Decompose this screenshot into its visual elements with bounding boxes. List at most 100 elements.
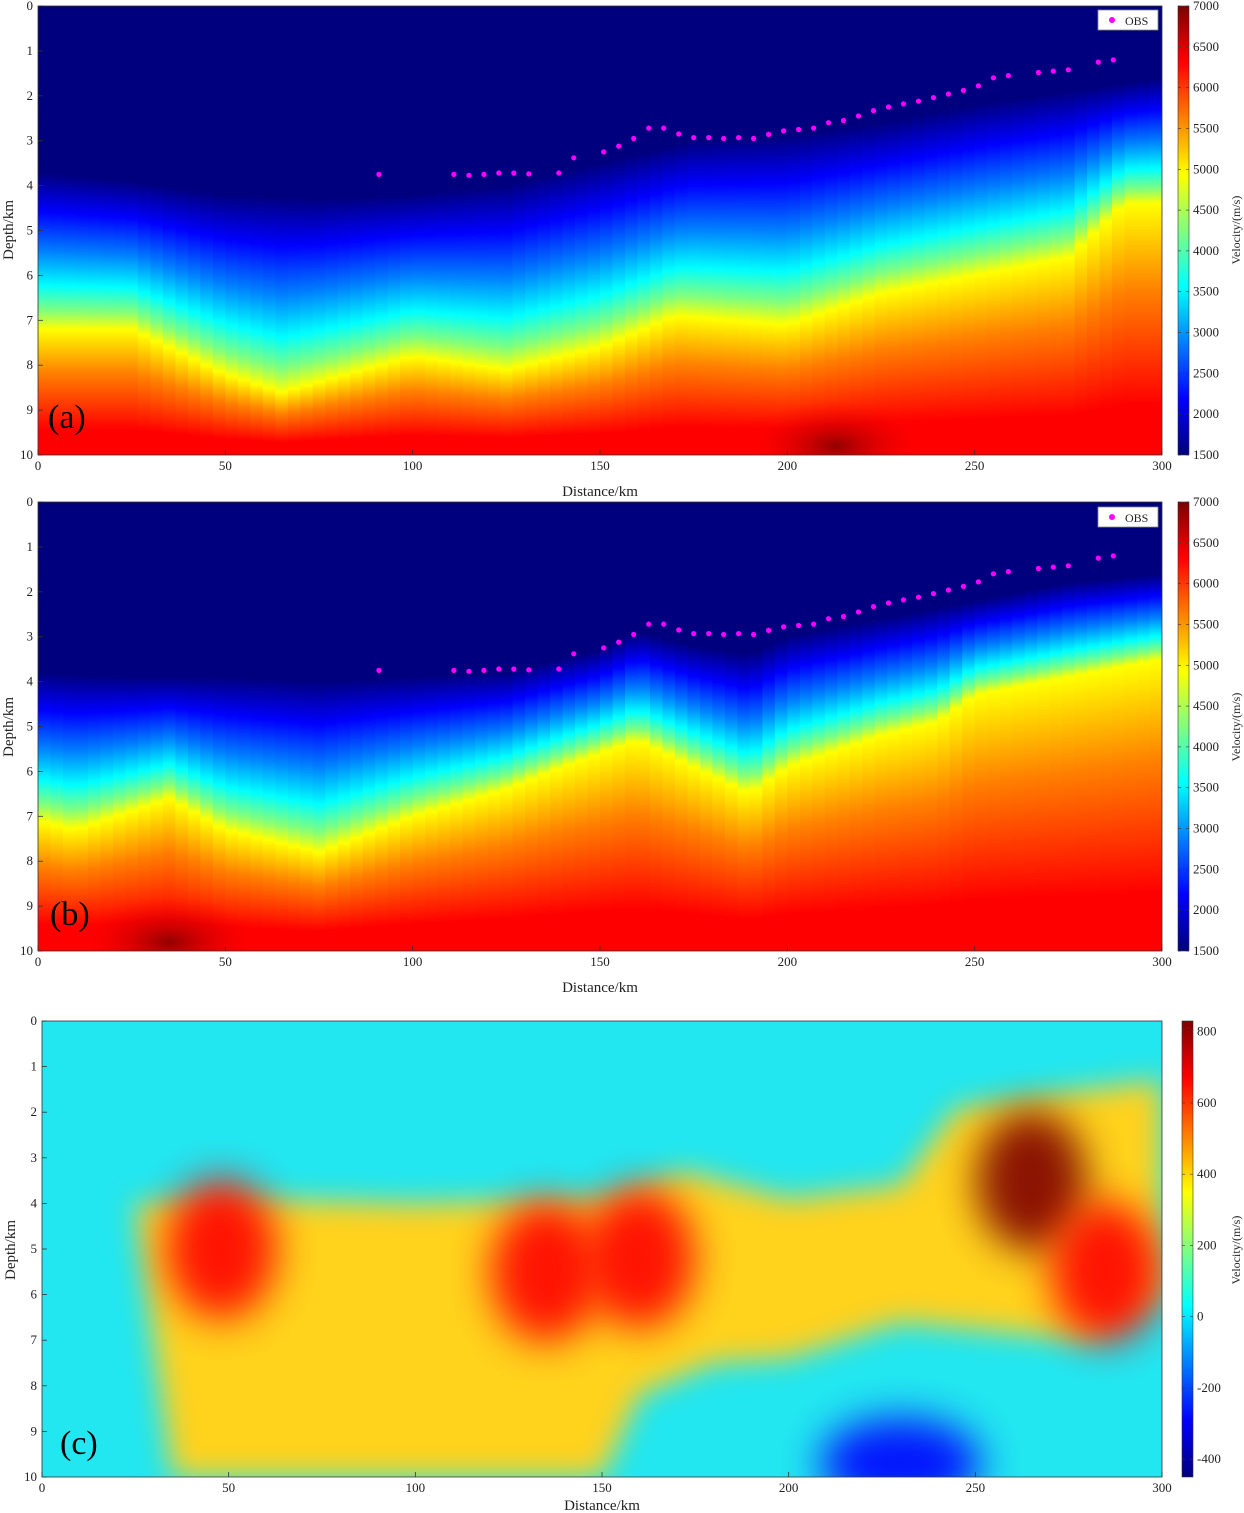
obs-marker <box>631 631 637 638</box>
y-tick-label-b: 8 <box>27 853 34 868</box>
x-tick-label-b: 250 <box>965 954 985 969</box>
x-tick-label-a: 150 <box>590 458 610 473</box>
colorbar-tick-label-a: 4000 <box>1193 243 1219 258</box>
y-tick-label-c: 8 <box>31 1378 38 1393</box>
colorbar-tick-label-b: 3000 <box>1193 821 1219 836</box>
colorbar-tick-label-a: 6500 <box>1193 39 1219 54</box>
x-tick-label-b: 100 <box>403 954 423 969</box>
obs-marker <box>840 613 847 620</box>
colorbar-tick-label-a: 3000 <box>1193 325 1219 340</box>
obs-marker <box>885 600 892 606</box>
obs-marker <box>1065 563 1071 569</box>
obs-marker <box>945 587 952 593</box>
y-tick-label-c: 1 <box>31 1059 38 1074</box>
panel-label-a: (a) <box>48 399 86 436</box>
obs-marker <box>466 172 472 178</box>
obs-marker <box>511 666 517 672</box>
colorbar-tick-label-a: 4500 <box>1193 202 1219 217</box>
obs-marker <box>1050 68 1056 74</box>
obs-marker <box>466 668 472 674</box>
colorbar-tick-label-b: 5000 <box>1193 657 1219 672</box>
obs-marker <box>811 621 817 627</box>
obs-marker <box>840 117 847 124</box>
obs-marker <box>706 135 712 141</box>
y-tick-label-b: 1 <box>27 539 34 554</box>
obs-marker <box>870 108 877 114</box>
obs-marker <box>945 91 952 97</box>
y-tick-label-a: 1 <box>27 43 34 58</box>
obs-marker <box>1005 569 1012 575</box>
obs-marker <box>676 627 682 633</box>
y-axis-title-b: Depth/km <box>1 697 17 757</box>
legend-marker-b <box>1109 514 1115 520</box>
obs-marker <box>1095 59 1101 65</box>
colorbar-c: -400 -200 0 200 400 600 800 <box>1181 1020 1221 1478</box>
colorbar-gradient-c <box>1181 1020 1194 1478</box>
obs-legend-a: OBS <box>1097 9 1159 31</box>
obs-marker <box>691 135 697 141</box>
y-tick-label-b: 0 <box>27 494 34 509</box>
x-axis-title-c: Distance/km <box>564 1498 640 1513</box>
colorbar-tick-label-a: 2000 <box>1193 406 1219 421</box>
colorbar-tick-label-b: 6500 <box>1193 535 1219 550</box>
y-tick-label-b: 6 <box>27 763 34 778</box>
x-tick-label-b: 50 <box>219 954 232 969</box>
obs-marker <box>1035 69 1041 76</box>
colorbar-tick-label-a: 1500 <box>1193 447 1219 462</box>
y-tick-label-c: 9 <box>31 1423 38 1438</box>
y-tick-label-c: 2 <box>31 1104 38 1119</box>
colorbar-tick-label-b: 2500 <box>1193 861 1219 876</box>
obs-marker <box>451 667 457 674</box>
y-tick-label-a: 2 <box>27 88 34 103</box>
obs-marker <box>616 143 622 149</box>
obs-marker <box>496 666 502 672</box>
y-tick-label-b: 3 <box>27 629 34 644</box>
colorbar-title-a: Velocity/(m/s) <box>1229 196 1243 265</box>
obs-marker <box>796 622 802 629</box>
y-tick-label-b: 7 <box>27 808 34 823</box>
velocity-heatmap-b <box>38 502 1162 951</box>
obs-markers-a <box>376 57 1116 178</box>
x-tick-label-a: 200 <box>778 458 798 473</box>
x-tick-label-b: 300 <box>1152 954 1172 969</box>
obs-marker <box>721 631 727 638</box>
y-tick-label-a: 6 <box>27 267 34 282</box>
obs-marker <box>975 579 982 585</box>
axes-b: 0 50 100 150 200 250 300 0 1 2 3 4 5 6 7 8 9 10 <box>20 494 1172 969</box>
colorbar-tick-label-a: 2500 <box>1193 365 1219 380</box>
x-tick-label-b: 200 <box>778 954 798 969</box>
obs-markers-b <box>376 553 1116 674</box>
obs-marker <box>825 120 832 126</box>
colorbar-a: 1500 2000 2500 3000 3500 4000 4500 5000 5500 6000… <box>1177 0 1219 462</box>
y-tick-label-c: 10 <box>24 1469 37 1484</box>
obs-marker <box>571 651 577 657</box>
obs-marker <box>451 171 457 177</box>
x-tick-label-c: 250 <box>966 1480 986 1495</box>
y-tick-label-c: 3 <box>31 1150 38 1165</box>
obs-marker <box>676 131 682 137</box>
colorbar-tick-label-c: 600 <box>1197 1095 1217 1110</box>
y-tick-label-c: 6 <box>31 1287 38 1302</box>
obs-marker <box>721 135 727 142</box>
colorbar-tick-label-a: 5000 <box>1193 161 1219 176</box>
velocity-heatmap-a <box>38 6 1162 455</box>
obs-marker <box>511 170 517 176</box>
y-tick-label-b: 10 <box>20 943 33 958</box>
colorbar-gradient-a <box>1177 5 1190 456</box>
y-tick-label-a: 8 <box>27 357 34 372</box>
colorbar-gradient-b <box>1177 501 1190 952</box>
colorbar-tick-label-b: 2000 <box>1193 902 1219 917</box>
colorbar-tick-label-c: 0 <box>1197 1309 1204 1324</box>
obs-marker <box>1110 553 1116 559</box>
x-tick-label-b: 0 <box>35 954 42 969</box>
y-tick-label-c: 5 <box>31 1241 38 1256</box>
obs-marker <box>855 609 862 615</box>
obs-marker <box>646 125 652 131</box>
y-tick-label-b: 2 <box>27 584 34 599</box>
x-tick-label-a: 250 <box>965 458 985 473</box>
colorbar-tick-label-b: 4000 <box>1193 739 1219 754</box>
obs-marker <box>526 667 532 673</box>
colorbar-tick-label-b: 1500 <box>1193 943 1219 958</box>
